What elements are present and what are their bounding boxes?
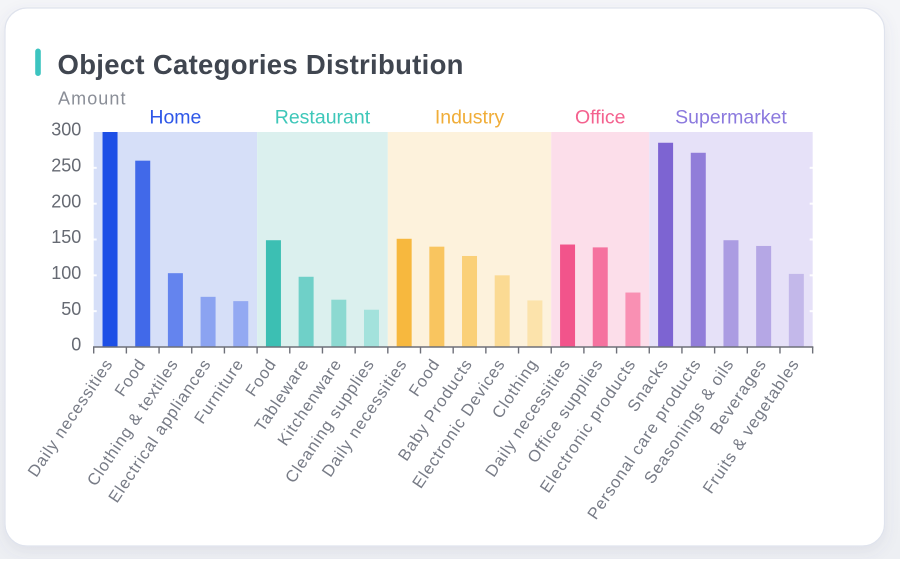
- svg-text:Object Categories Distribution: Object Categories Distribution: [58, 49, 464, 80]
- svg-text:Office: Office: [575, 107, 626, 129]
- svg-text:Supermarket: Supermarket: [675, 107, 787, 129]
- svg-text:250: 250: [51, 155, 81, 175]
- svg-text:150: 150: [51, 227, 81, 247]
- svg-text:Amount: Amount: [58, 89, 127, 109]
- svg-text:300: 300: [51, 120, 81, 140]
- svg-text:50: 50: [61, 299, 81, 319]
- svg-text:Industry: Industry: [435, 107, 505, 129]
- svg-text:Restaurant: Restaurant: [275, 107, 371, 129]
- svg-text:Home: Home: [149, 107, 201, 129]
- svg-text:0: 0: [71, 335, 81, 355]
- svg-text:100: 100: [51, 263, 81, 283]
- svg-text:200: 200: [51, 191, 81, 211]
